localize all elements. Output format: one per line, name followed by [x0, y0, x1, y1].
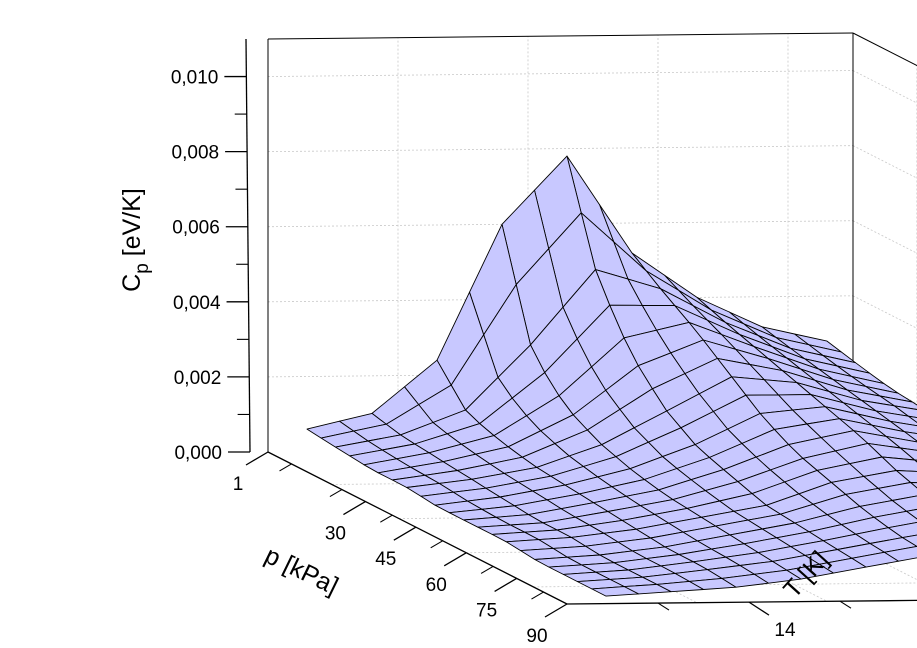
- grid-line: [852, 220, 917, 254]
- frame-edge: [852, 32, 917, 67]
- p-tick: [343, 500, 366, 516]
- p-tick-label: 75: [476, 600, 497, 621]
- p-tick-label: 60: [426, 575, 447, 596]
- z-axis-title-rest: [eV/K]: [118, 188, 146, 263]
- frame-edge: [267, 32, 854, 40]
- t-minor-tick: [839, 600, 852, 609]
- z-axis-line: [245, 38, 251, 453]
- p-tick-label: 30: [325, 524, 346, 545]
- p-tick-label: 1: [233, 474, 244, 495]
- z-tick-label: 0,000: [174, 443, 222, 464]
- z-tick-label: 0,006: [172, 218, 220, 239]
- p-tick: [544, 603, 568, 618]
- svg-text:Cp [eV/K]: Cp [eV/K]: [118, 188, 153, 292]
- grid-line: [267, 145, 854, 153]
- grid-line: [852, 145, 917, 179]
- p-minor-tick: [279, 463, 292, 472]
- p-tick: [393, 526, 417, 541]
- surface-cell: [591, 586, 639, 597]
- z-tick-label: 0,008: [172, 143, 220, 164]
- p-minor-tick: [430, 540, 443, 549]
- p-minor-tick: [329, 489, 343, 498]
- z-tick-label: 0,004: [173, 293, 221, 314]
- p-minor-tick: [380, 514, 393, 523]
- p-axis-title: p [kPa]: [260, 541, 342, 600]
- p-tick: [245, 451, 269, 466]
- surface-mesh: [306, 155, 917, 597]
- t-axis-line: [566, 599, 917, 605]
- p-minor-tick: [480, 565, 494, 574]
- z-axis-title-sub: p: [132, 263, 153, 274]
- p-axis-line: [267, 451, 568, 605]
- z-axis-title-main: C: [118, 274, 146, 292]
- z-tick-label: 0,002: [174, 368, 222, 389]
- grid-line: [852, 70, 917, 104]
- p-tick-label: 90: [526, 626, 547, 647]
- p-minor-tick: [531, 591, 544, 600]
- z-tick-label: 0,010: [171, 68, 219, 89]
- p-tick: [443, 552, 467, 567]
- p-tick: [494, 577, 517, 592]
- z-axis-title: Cp [eV/K]: [118, 188, 153, 292]
- grid-line: [267, 70, 854, 77]
- axes: 0,000 0,002 0,004 0,006 0,008 0,010 1 30 45 60 75 9…: [171, 38, 917, 647]
- t-minor-tick: [657, 602, 670, 611]
- t-tick-label: 14: [774, 620, 796, 641]
- t-tick: [748, 601, 770, 616]
- p-tick-label: 45: [375, 549, 396, 570]
